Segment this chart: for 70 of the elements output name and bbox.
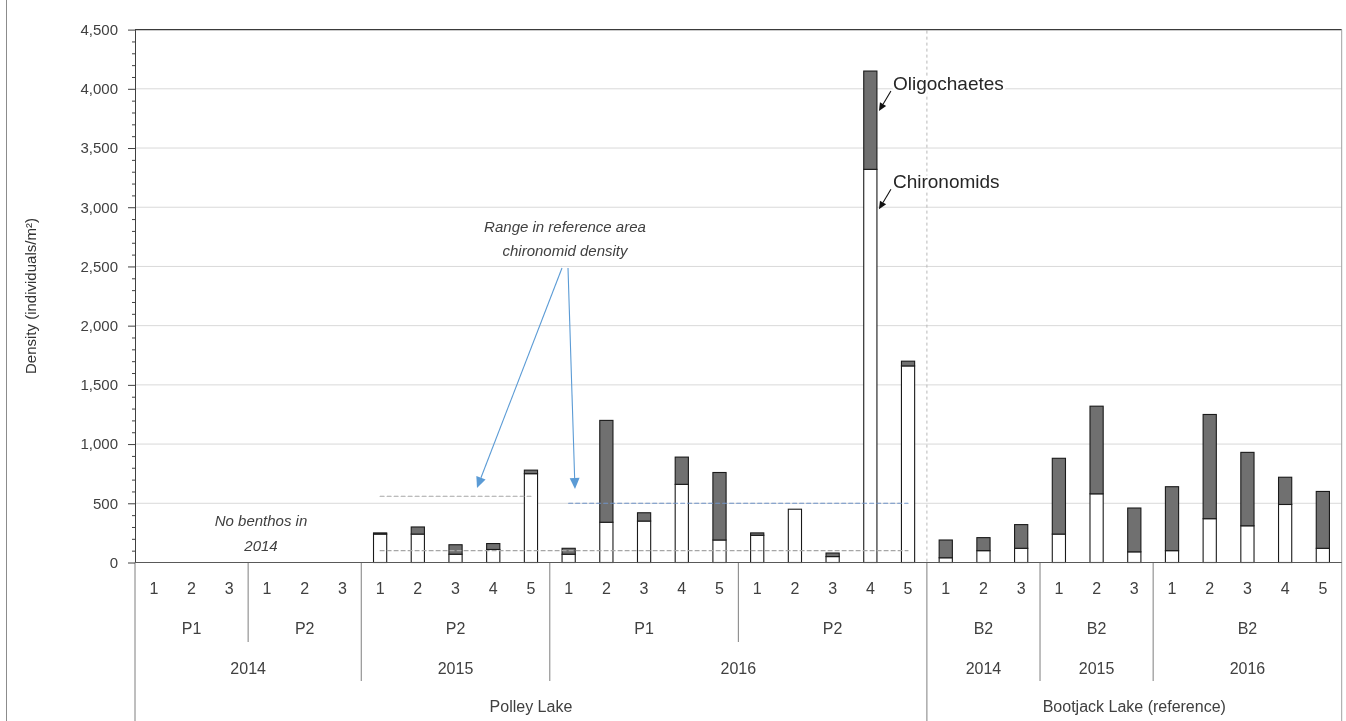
bar [900, 365, 916, 564]
x-tick-label: 3 [1129, 579, 1139, 597]
text: 2014 [965, 659, 1002, 677]
x-tick-label: 3 [337, 579, 347, 597]
x-tick-label: 2 [1092, 579, 1102, 597]
text: P2 [294, 619, 315, 637]
series-label: Oligochaetes [892, 72, 1004, 94]
x-tick-label: 1 [1167, 579, 1177, 597]
x-tick-label: 1 [1054, 579, 1064, 597]
x-tick-label: 3 [1016, 579, 1026, 597]
text: 2015 [1078, 659, 1115, 677]
x-tick-label: 5 [903, 579, 913, 597]
bar [825, 552, 840, 558]
x-tick-label: 2 [187, 579, 197, 597]
text: Polley Lake [489, 697, 573, 715]
text: P2 [822, 619, 843, 637]
x-tick-label: 2 [413, 579, 423, 597]
text: Bootjack Lake (reference) [1042, 697, 1226, 715]
annotation: Range in reference area chironomid density [484, 217, 646, 259]
y-axis-title: Density (individuals/m²) [21, 218, 39, 374]
x-tick-label: 2 [1205, 579, 1215, 597]
y-tick-label: 4,500 [80, 20, 118, 38]
text: P2 [445, 619, 466, 637]
bar [938, 539, 953, 559]
x-tick-label: 3 [451, 579, 461, 597]
y-tick-label: 4,000 [80, 80, 118, 98]
text: 2015 [437, 659, 474, 677]
x-tick-label: 1 [149, 579, 159, 597]
x-tick-label: 4 [677, 579, 687, 597]
bar [372, 533, 388, 564]
x-tick-label: 1 [375, 579, 385, 597]
y-tick-label: 2,500 [80, 257, 118, 275]
y-tick-label: 0 [109, 553, 118, 571]
annotation: No benthos in 2014 [214, 511, 308, 554]
text: 2016 [1229, 659, 1266, 677]
x-tick-label: 3 [1242, 579, 1252, 597]
text: B2 [1086, 619, 1107, 637]
y-tick-label: 1,500 [80, 376, 118, 394]
x-tick-label: 5 [526, 579, 536, 597]
x-tick-label: 2 [601, 579, 611, 597]
x-tick-label: 5 [1318, 579, 1328, 597]
x-tick-label: 4 [1280, 579, 1290, 597]
x-tick-label: 3 [639, 579, 649, 597]
x-tick-label: 2 [790, 579, 800, 597]
series-label: Chironomids [892, 170, 1000, 192]
bar [523, 473, 539, 564]
x-tick-label: 1 [941, 579, 951, 597]
x-tick-label: 1 [752, 579, 762, 597]
x-tick-label: 2 [300, 579, 310, 597]
x-tick-label: 3 [224, 579, 234, 597]
x-tick-label: 4 [488, 579, 498, 597]
text: P1 [181, 619, 202, 637]
y-tick-label: 3,500 [80, 139, 118, 157]
x-tick-label: 2 [979, 579, 989, 597]
bar [750, 534, 765, 564]
bar [787, 508, 803, 564]
y-tick-label: 3,000 [80, 198, 118, 216]
y-tick-label: 1,000 [80, 435, 118, 453]
x-tick-label: 4 [865, 579, 875, 597]
text: 2014 [230, 659, 267, 677]
x-tick-label: 1 [262, 579, 272, 597]
y-tick-label: 500 [92, 494, 118, 512]
text: 2016 [720, 659, 757, 677]
x-tick-label: 1 [564, 579, 574, 597]
x-tick-label: 3 [828, 579, 838, 597]
text: B2 [1237, 619, 1258, 637]
y-tick-label: 2,000 [80, 316, 118, 334]
text: P1 [634, 619, 654, 637]
x-tick-label: 5 [715, 579, 725, 597]
text: B2 [973, 619, 994, 637]
